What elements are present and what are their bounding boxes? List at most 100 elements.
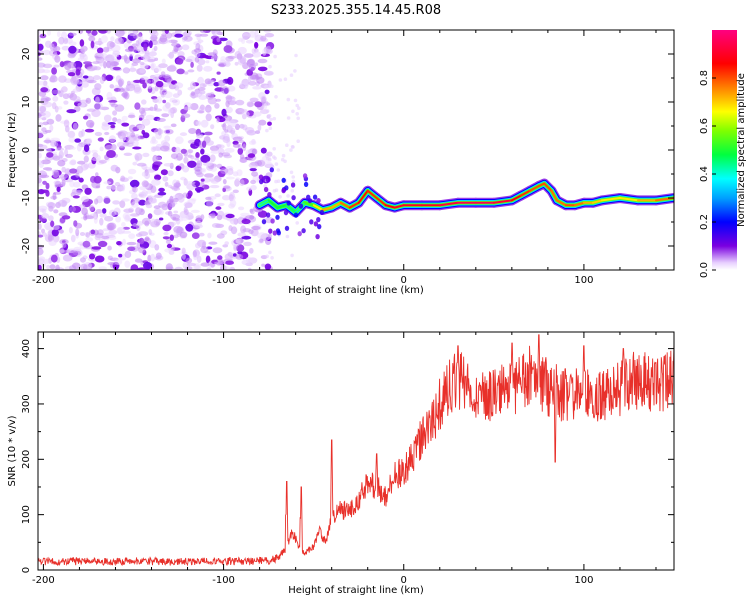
noise-blob <box>244 127 255 134</box>
noise-blob <box>237 232 246 237</box>
noise-blob <box>58 75 67 83</box>
noise-blob <box>63 119 70 128</box>
noise-blob <box>163 91 173 99</box>
noise-blob <box>273 54 277 59</box>
noise-blob <box>241 259 251 265</box>
noise-blob <box>90 65 98 71</box>
noise-blob <box>187 149 194 154</box>
noise-blob <box>172 98 180 106</box>
noise-blob <box>249 168 257 172</box>
noise-blob <box>150 218 157 226</box>
noise-blob <box>57 154 63 161</box>
noise-blob <box>61 166 66 173</box>
noise-blob <box>108 209 117 217</box>
noise-blob <box>46 152 54 158</box>
noise-blob <box>90 229 96 235</box>
noise-blob <box>38 35 41 43</box>
noise-blob <box>289 73 294 77</box>
noise-blob <box>152 146 161 151</box>
noise-blob <box>124 48 135 53</box>
noise-blob <box>83 163 90 169</box>
noise-blob <box>52 192 57 201</box>
noise-blob <box>57 159 66 167</box>
colorbar-tick-label: 0.4 <box>699 166 710 182</box>
ridge-blob <box>309 219 314 225</box>
noise-blob <box>144 236 150 241</box>
noise-blob <box>200 246 209 254</box>
noise-blob <box>233 143 240 148</box>
noise-blob <box>276 168 281 172</box>
noise-blob <box>38 159 43 165</box>
noise-blob <box>199 232 205 237</box>
ridge-segment <box>555 199 567 207</box>
noise-blob <box>270 84 274 89</box>
noise-blob <box>138 117 143 121</box>
noise-blob <box>126 141 134 147</box>
ridge-blob <box>317 224 322 230</box>
noise-blob <box>187 160 197 168</box>
noise-blob <box>39 33 47 39</box>
noise-blob <box>169 221 176 226</box>
noise-blob <box>155 80 164 88</box>
noise-blob <box>82 240 91 248</box>
noise-blob <box>38 256 46 261</box>
ridge-segment <box>303 201 315 207</box>
noise-blob <box>179 231 188 238</box>
noise-blob <box>190 209 200 213</box>
noise-blob <box>215 206 222 210</box>
ridge-blob <box>316 217 321 223</box>
x-tick-label: 0 <box>401 575 407 586</box>
noise-blob <box>210 124 215 130</box>
noise-blob <box>181 247 186 255</box>
noise-blob <box>249 140 257 146</box>
noise-blob <box>130 64 135 73</box>
noise-blob <box>217 255 223 260</box>
ridge-blob <box>297 231 302 237</box>
noise-blob <box>38 131 44 139</box>
noise-blob <box>38 152 42 159</box>
noise-blob <box>170 123 177 128</box>
noise-blob <box>143 261 152 270</box>
noise-blob <box>53 209 59 214</box>
noise-blob <box>194 157 200 161</box>
noise-blob <box>72 195 80 199</box>
noise-blob <box>59 249 65 254</box>
noise-blob <box>243 53 254 58</box>
noise-blob <box>168 184 173 188</box>
noise-blob <box>234 178 240 187</box>
noise-blob <box>58 36 65 45</box>
snr-panel: -200 -100 0 100 0 100 200 300 400 Height of stra… <box>7 331 675 596</box>
noise-blob <box>68 45 77 54</box>
noise-blob <box>261 263 265 267</box>
noise-blob <box>43 139 52 144</box>
noise-blob <box>75 228 80 237</box>
ridge-blob <box>319 209 325 215</box>
noise-blob <box>146 194 153 199</box>
noise-blob <box>248 162 258 169</box>
noise-blob <box>95 172 99 177</box>
noise-blob <box>260 147 267 154</box>
noise-blob <box>94 234 101 241</box>
noise-blob <box>245 39 254 44</box>
noise-blob <box>248 63 256 71</box>
noise-blob <box>138 237 145 245</box>
noise-blob <box>69 206 76 213</box>
noise-blob <box>97 137 104 142</box>
colorbar-tick-label: 0.8 <box>699 70 710 86</box>
noise-blob <box>191 232 200 239</box>
noise-blob <box>90 40 95 49</box>
noise-blob <box>114 182 121 187</box>
ridge-segment <box>528 185 540 192</box>
noise-blob <box>106 150 116 158</box>
noise-blob <box>196 172 204 178</box>
noise-blob <box>278 195 282 199</box>
noise-blob <box>108 236 117 240</box>
noise-blob <box>187 69 195 73</box>
noise-blob <box>248 31 257 38</box>
noise-blob <box>53 180 61 185</box>
noise-blob <box>181 44 190 51</box>
noise-blob <box>67 72 76 77</box>
noise-blob <box>105 74 114 82</box>
ridge-segment <box>348 201 360 209</box>
noise-blob <box>194 224 203 229</box>
